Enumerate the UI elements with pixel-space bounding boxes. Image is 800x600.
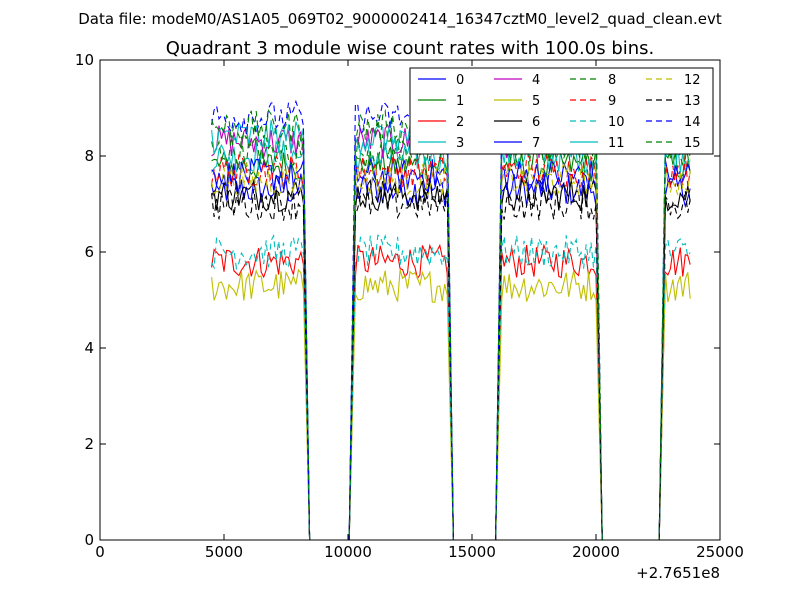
legend-label-3: 3 (456, 136, 464, 151)
legend-label-9: 9 (608, 94, 616, 109)
series-line-5 (211, 268, 691, 541)
x-tick-label: 10000 (324, 543, 372, 561)
series-line-12 (211, 162, 691, 541)
legend-label-6: 6 (532, 115, 540, 130)
y-tick-label: 8 (84, 147, 94, 165)
legend-box (409, 67, 714, 155)
series-line-15 (211, 108, 691, 541)
series-line-10 (211, 233, 691, 541)
x-tick-label: 15000 (448, 543, 496, 561)
legend-label-4: 4 (532, 73, 540, 88)
legend-label-13: 13 (684, 94, 701, 109)
legend-label-5: 5 (532, 94, 540, 109)
x-tick-label: 0 (95, 543, 105, 561)
legend-label-0: 0 (456, 73, 464, 88)
legend-label-11: 11 (608, 136, 625, 151)
series-line-14 (211, 99, 691, 541)
plot-lines (211, 99, 691, 541)
legend-label-2: 2 (456, 115, 464, 130)
series-line-2 (211, 243, 691, 541)
y-tick-label: 4 (84, 339, 94, 357)
series-line-7 (211, 157, 691, 541)
legend-label-8: 8 (608, 73, 616, 88)
x-offset-label: +2.7651e8 (636, 564, 720, 582)
y-tick-label: 10 (75, 51, 94, 69)
plot-frame (99, 59, 721, 541)
x-tick-label: 20000 (572, 543, 620, 561)
y-tick-label: 6 (84, 243, 94, 261)
legend-label-15: 15 (684, 136, 701, 151)
x-axis: 0 5000 10000 15000 20000 25000 (95, 60, 744, 561)
series-line-13 (211, 186, 691, 541)
legend-label-10: 10 (608, 115, 625, 130)
x-tick-label: 5000 (205, 543, 243, 561)
y-tick-label: 2 (84, 435, 94, 453)
legend-label-7: 7 (532, 136, 540, 151)
x-tick-label: 25000 (696, 543, 744, 561)
legend-label-14: 14 (684, 115, 701, 130)
legend-label-1: 1 (456, 94, 464, 109)
chart-title: Quadrant 3 module wise count rates with … (166, 38, 655, 59)
figure-title: Data file: modeM0/AS1A05_069T02_90000024… (78, 10, 722, 29)
legend-label-12: 12 (684, 73, 701, 88)
y-tick-label: 0 (84, 531, 94, 549)
series-line-9 (211, 153, 691, 541)
